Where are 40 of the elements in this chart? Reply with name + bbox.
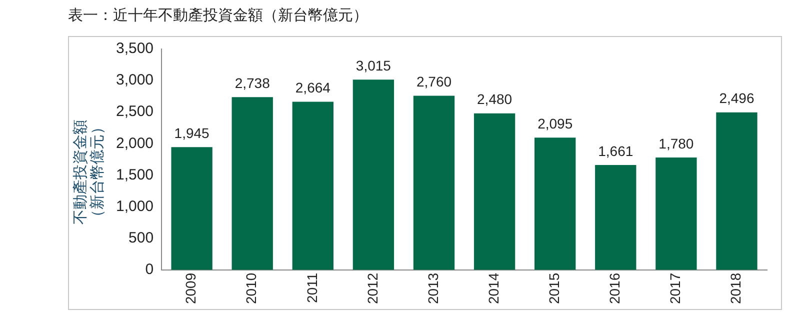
data-label: 3,015	[356, 57, 392, 74]
y-tick-label: 3,000	[116, 72, 154, 89]
x-tick-label: 2013	[424, 272, 441, 304]
bar	[595, 165, 636, 270]
x-tick-label: 2014	[485, 272, 502, 304]
y-tick-label: 0	[145, 260, 154, 278]
x-tick-label: 2015	[546, 272, 562, 304]
data-label: 1,945	[174, 124, 210, 141]
chart-title: 表一：近十年不動產投資金額（新台幣億元）	[68, 6, 368, 25]
y-tick-label: 2,000	[116, 134, 154, 152]
data-label: 2,480	[477, 91, 512, 108]
y-tick-label: 1,500	[116, 166, 154, 184]
data-label: 1,661	[598, 142, 634, 159]
data-label: 2,664	[295, 80, 331, 96]
data-label: 2,760	[416, 74, 452, 90]
data-label: 2,738	[234, 74, 270, 91]
bar	[474, 113, 516, 270]
x-tick-label: 2011	[304, 272, 320, 303]
y-tick-label: 2,500	[116, 103, 154, 120]
bar	[292, 102, 334, 270]
bar	[656, 158, 697, 270]
y-axis-title: 不動產投資金額（新台幣億元）	[71, 118, 106, 226]
x-tick-label: 2017	[667, 272, 684, 304]
y-tick-label: 1,000	[116, 198, 154, 215]
bar	[232, 97, 273, 270]
bar	[413, 96, 455, 270]
bar	[352, 80, 394, 270]
bar	[534, 138, 576, 270]
bar	[171, 147, 212, 270]
y-tick-label: 3,500	[116, 40, 154, 58]
data-label: 2,496	[719, 90, 754, 106]
data-label: 1,780	[658, 135, 694, 152]
x-tick-label: 2010	[243, 272, 260, 304]
x-tick-label: 2009	[182, 272, 199, 304]
bar	[716, 112, 758, 270]
x-tick-label: 2016	[606, 272, 622, 304]
x-tick-label: 2018	[728, 272, 744, 304]
x-tick-label: 2012	[364, 272, 380, 304]
y-tick-label: 500	[128, 229, 154, 246]
data-label: 2,095	[538, 116, 573, 132]
